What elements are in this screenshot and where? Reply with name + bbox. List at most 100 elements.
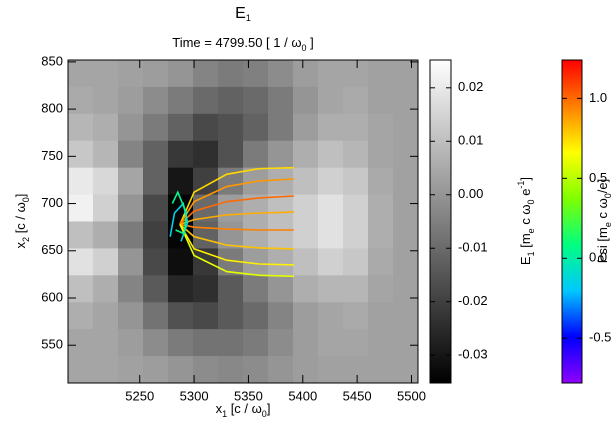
heat-cell: [68, 275, 94, 303]
text-part: 2: [21, 237, 31, 242]
particle-track: [179, 178, 295, 225]
text-part: ]: [518, 177, 533, 181]
colorbar-psi: [561, 59, 583, 384]
heat-cell: [218, 356, 244, 383]
heat-cell: [268, 113, 294, 142]
heat-cell: [368, 302, 394, 330]
heat-cell: [143, 60, 169, 88]
heat-cell: [368, 86, 394, 115]
heat-cell: [143, 167, 169, 196]
heat-cell: [293, 86, 319, 115]
text-part: [c / ω: [227, 401, 262, 416]
colorbar-e1: [429, 59, 452, 384]
heat-cell: [293, 275, 319, 303]
heat-cell: [143, 356, 169, 383]
text-part: 1: [246, 13, 251, 23]
colorbar-psi-tick-label: 0.0: [589, 250, 607, 265]
heat-cell: [168, 113, 194, 142]
heat-cell: [93, 86, 119, 115]
y-tick-label: 750: [41, 148, 63, 163]
heat-cell: [243, 221, 269, 249]
text-part: 0: [21, 197, 31, 202]
text-part: x: [216, 401, 223, 416]
heat-cell: [118, 113, 144, 142]
y-tick-label: 550: [41, 337, 63, 352]
heat-cell: [68, 60, 94, 88]
particle-track: [179, 195, 295, 225]
colorbar-e1-label: E1 [me c ω0 e-1]: [516, 177, 536, 265]
heat-cell: [343, 113, 369, 142]
heat-cell: [243, 329, 269, 357]
heat-cell: [68, 329, 94, 357]
particle-track: [179, 224, 295, 278]
colorbar-psi-tick-label: -0.5: [589, 330, 611, 345]
heat-cell: [193, 60, 219, 88]
x-axis-label: x1 [c / ω0]: [216, 401, 271, 419]
heat-cell: [268, 302, 294, 330]
y-tick-label: 850: [41, 53, 63, 68]
heat-cell: [218, 86, 244, 115]
heat-cell: [343, 329, 369, 357]
text-part: ]: [267, 401, 271, 416]
heat-cell: [268, 248, 294, 276]
text-part: 0: [302, 43, 307, 53]
heat-cell: [218, 302, 244, 330]
heat-cell: [268, 140, 294, 169]
heat-cell: [243, 140, 269, 169]
heat-cell: [168, 86, 194, 115]
particle-track: [179, 223, 295, 266]
y-tick-label: 700: [41, 195, 63, 210]
heat-cell: [168, 167, 194, 196]
heat-cell: [168, 302, 194, 330]
heat-cell: [243, 60, 269, 88]
heat-cell: [243, 275, 269, 303]
heat-cell: [393, 248, 418, 276]
heat-cell: [393, 302, 418, 330]
heat-cell: [68, 221, 94, 249]
heat-cell: [93, 140, 119, 169]
heat-cell: [318, 248, 344, 276]
particle-track: [171, 190, 188, 235]
heat-cell: [343, 356, 369, 383]
heat-cell: [393, 221, 418, 249]
heat-cell: [218, 194, 244, 222]
text-part: e: [518, 189, 533, 200]
colorbar-psi-label: Psi [me c ω0/e]: [595, 179, 613, 264]
heat-cell: [168, 356, 194, 383]
heat-cell: [118, 167, 144, 196]
heat-cell: [143, 329, 169, 357]
heat-cell: [193, 275, 219, 303]
heat-cell: [193, 302, 219, 330]
colorbar-psi-tick-label: 1.0: [589, 90, 607, 105]
heat-cell: [318, 60, 344, 88]
heat-cell: [243, 86, 269, 115]
text-part: E: [235, 5, 246, 22]
heat-cell: [243, 356, 269, 383]
heat-cell: [318, 140, 344, 169]
colorbar-e1-tick-label: -0.02: [458, 293, 488, 308]
heat-cell: [368, 194, 394, 222]
heat-cell: [68, 140, 94, 169]
heat-cell: [268, 329, 294, 357]
heat-cell: [143, 221, 169, 249]
heat-cell: [343, 302, 369, 330]
heat-cell: [268, 194, 294, 222]
heat-cell: [243, 302, 269, 330]
heat-cell: [143, 86, 169, 115]
colorbar-psi-tick-label: 0.5: [589, 170, 607, 185]
colorbar-e1-tick-label: -0.03: [458, 347, 488, 362]
colorbar-e1-tick-label: 0.00: [458, 186, 483, 201]
text-part: c ω: [595, 198, 610, 222]
chart-subtitle: Time = 4799.50 [ 1 / ω0 ]: [172, 35, 314, 53]
heat-cell: [118, 194, 144, 222]
heat-cell: [343, 221, 369, 249]
heat-cell: [318, 356, 344, 383]
text-part: e: [603, 222, 613, 227]
colorbar-e1-tick-label: 0.01: [458, 133, 483, 148]
heat-cell: [168, 248, 194, 276]
text-part: E: [518, 256, 533, 265]
heat-cell: [393, 356, 418, 383]
text-part: 0: [603, 193, 613, 198]
heat-cell: [93, 113, 119, 142]
